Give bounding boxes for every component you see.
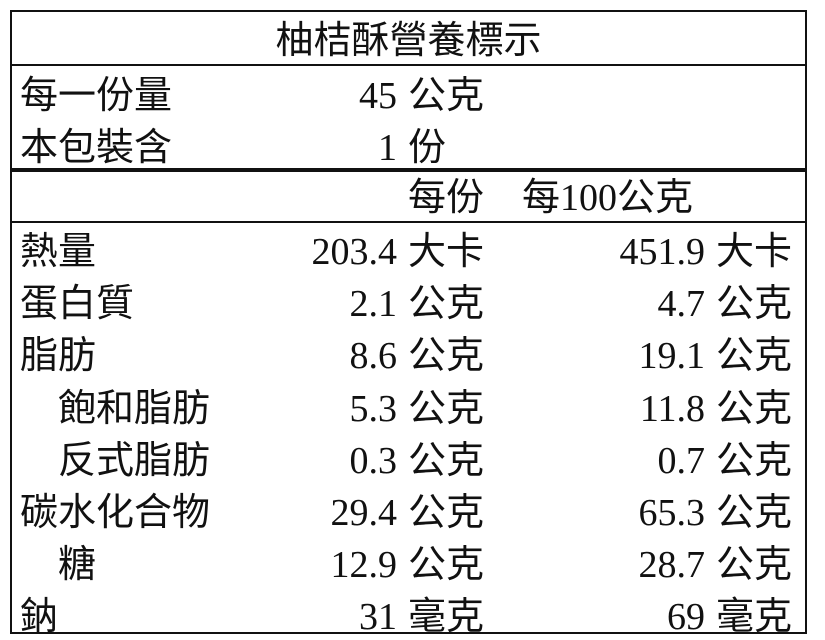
- per-100g-value: 11.8: [639, 387, 705, 430]
- per-serving-value: 29.4: [330, 492, 398, 534]
- per-100g-value: 4.7: [657, 283, 706, 326]
- per-100g-unit: 公克: [716, 283, 793, 326]
- per-serving-unit: 公克: [408, 492, 485, 534]
- nutrient-name: 碳水化合物: [20, 492, 211, 534]
- serving-value: 1: [378, 127, 397, 169]
- column-header: 每100公克: [522, 177, 694, 219]
- nutrient-name: 蛋白質: [20, 283, 135, 326]
- serving-unit: 份: [408, 127, 447, 169]
- frame: [10, 10, 807, 634]
- per-serving-unit: 公克: [408, 387, 485, 430]
- nutrient-name: 反式脂肪: [58, 439, 211, 482]
- serving-label: 本包裝含: [20, 127, 173, 169]
- per-100g-value: 19.1: [638, 335, 706, 378]
- serving-label: 每一份量: [20, 75, 173, 117]
- per-serving-value: 31: [359, 596, 397, 639]
- per-100g-value: 28.7: [638, 544, 706, 587]
- per-100g-unit: 公克: [716, 439, 793, 482]
- per-100g-value: 65.3: [638, 492, 706, 534]
- per-serving-unit: 大卡: [408, 231, 485, 273]
- per-100g-value: 69: [667, 596, 705, 639]
- title: 柚桔酥營養標示: [275, 20, 542, 62]
- rule: [10, 168, 807, 172]
- per-serving-unit: 公克: [408, 283, 485, 326]
- nutrient-name: 糖: [58, 544, 97, 587]
- per-100g-value: 0.7: [657, 439, 706, 482]
- per-100g-unit: 毫克: [716, 596, 793, 639]
- per-serving-unit: 毫克: [408, 596, 485, 639]
- nutrient-name: 飽和脂肪: [58, 387, 211, 430]
- per-100g-unit: 公克: [716, 387, 793, 430]
- rule: [10, 221, 807, 223]
- nutrient-name: 脂肪: [20, 335, 97, 378]
- per-serving-unit: 公克: [408, 544, 485, 587]
- per-serving-value: 12.9: [330, 544, 398, 587]
- serving-value: 45: [359, 75, 397, 117]
- per-100g-unit: 公克: [716, 492, 793, 534]
- per-100g-unit: 公克: [716, 544, 793, 587]
- per-serving-value: 2.1: [349, 283, 398, 326]
- per-serving-value: 5.3: [349, 387, 398, 430]
- per-serving-value: 0.3: [349, 439, 398, 482]
- per-100g-unit: 大卡: [716, 231, 793, 273]
- per-serving-unit: 公克: [408, 439, 485, 482]
- serving-unit: 公克: [408, 75, 485, 117]
- per-serving-value: 203.4: [311, 231, 398, 273]
- nutrient-name: 熱量: [20, 231, 97, 273]
- column-header: 每份: [408, 177, 485, 219]
- rule: [10, 64, 807, 66]
- per-serving-value: 8.6: [349, 335, 398, 378]
- per-serving-unit: 公克: [408, 335, 485, 378]
- per-100g-unit: 公克: [716, 335, 793, 378]
- nutrient-name: 鈉: [20, 596, 59, 639]
- per-100g-value: 451.9: [619, 231, 706, 273]
